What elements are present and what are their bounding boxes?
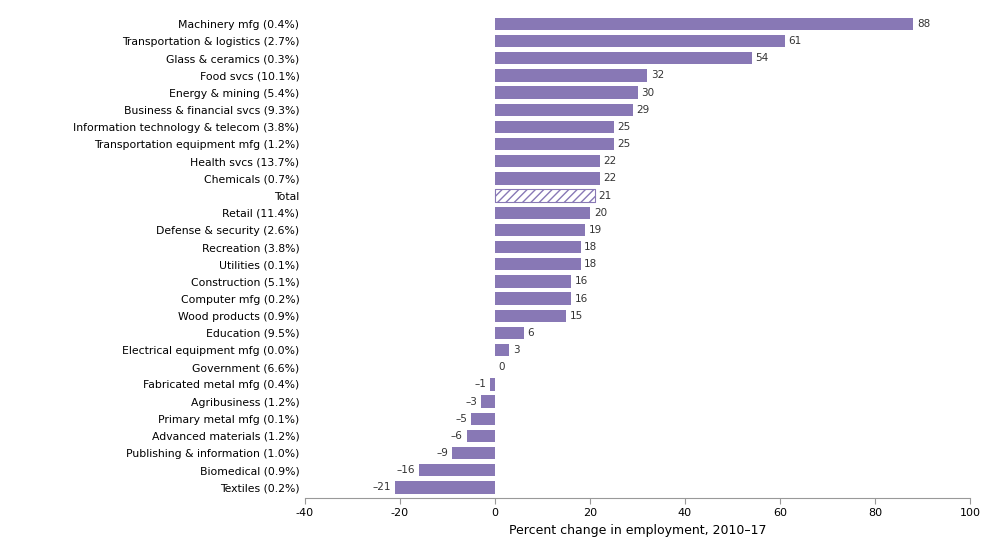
Bar: [495, 344, 509, 356]
Bar: [495, 293, 571, 305]
Bar: [495, 18, 913, 30]
Bar: [495, 241, 580, 254]
Bar: [495, 189, 595, 202]
Bar: [495, 258, 580, 270]
Bar: [495, 121, 614, 133]
Bar: [495, 310, 566, 322]
Text: 61: 61: [789, 36, 802, 46]
Text: 3: 3: [513, 345, 520, 355]
Bar: [490, 378, 495, 391]
Bar: [471, 412, 495, 425]
Bar: [495, 189, 595, 202]
Text: –6: –6: [451, 431, 463, 441]
Bar: [419, 464, 495, 477]
Text: 16: 16: [575, 276, 588, 287]
Text: –9: –9: [437, 448, 448, 458]
Text: –3: –3: [465, 397, 477, 406]
Text: 22: 22: [603, 174, 617, 183]
X-axis label: Percent change in employment, 2010–17: Percent change in employment, 2010–17: [509, 524, 766, 537]
Text: 15: 15: [570, 311, 583, 321]
Text: 18: 18: [584, 242, 598, 252]
Text: 29: 29: [637, 105, 650, 115]
Text: –16: –16: [397, 465, 415, 475]
Bar: [495, 69, 647, 82]
Text: 88: 88: [917, 19, 930, 29]
Bar: [395, 481, 495, 493]
Text: –21: –21: [373, 483, 391, 492]
Bar: [495, 275, 571, 288]
Bar: [495, 327, 524, 339]
Text: 16: 16: [575, 294, 588, 304]
Text: 18: 18: [584, 259, 598, 269]
Bar: [495, 207, 590, 219]
Bar: [452, 447, 495, 459]
Text: –1: –1: [475, 380, 486, 390]
Text: 20: 20: [594, 208, 607, 218]
Bar: [495, 86, 638, 99]
Text: 25: 25: [618, 139, 631, 149]
Bar: [495, 138, 614, 150]
Text: –5: –5: [456, 414, 467, 424]
Text: 21: 21: [599, 190, 612, 201]
Text: 6: 6: [527, 328, 534, 338]
Bar: [495, 52, 752, 64]
Bar: [495, 155, 600, 168]
Text: 19: 19: [589, 225, 602, 235]
Bar: [495, 172, 600, 184]
Text: 22: 22: [603, 156, 617, 166]
Text: 32: 32: [651, 70, 664, 81]
Bar: [495, 35, 785, 47]
Text: 30: 30: [641, 88, 654, 97]
Bar: [466, 430, 495, 442]
Bar: [495, 224, 585, 236]
Text: 25: 25: [618, 122, 631, 132]
Text: 0: 0: [499, 362, 505, 372]
Text: 54: 54: [755, 53, 769, 63]
Bar: [495, 103, 633, 116]
Bar: [481, 395, 495, 408]
